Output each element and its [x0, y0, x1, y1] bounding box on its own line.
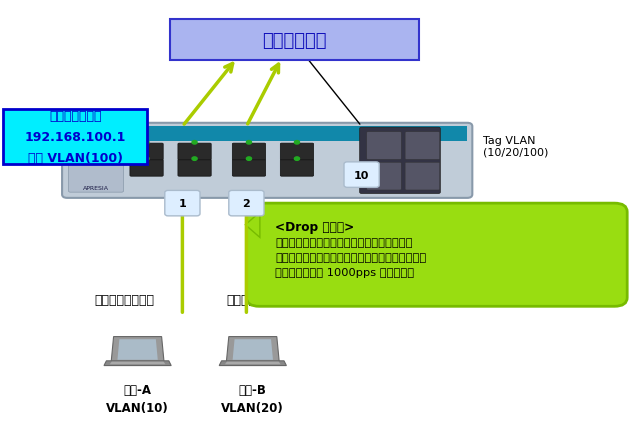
- Circle shape: [192, 158, 197, 161]
- Polygon shape: [233, 339, 273, 360]
- Text: 閾値を超えると超過分のパケットを破棄して
流量を制御。ここではブロードキャスト、マルチ
キャストともに 1000pps とします。: 閾値を超えると超過分のパケットを破棄して 流量を制御。ここではブロードキャスト、…: [275, 238, 426, 277]
- FancyBboxPatch shape: [405, 132, 440, 160]
- Text: 上位スイッチ: 上位スイッチ: [262, 32, 326, 49]
- Text: 2: 2: [243, 199, 250, 208]
- FancyBboxPatch shape: [405, 163, 440, 191]
- FancyBboxPatch shape: [130, 144, 163, 160]
- Text: Tag VLAN
(10/20/100): Tag VLAN (10/20/100): [483, 136, 548, 158]
- Text: 端末-A
VLAN(10): 端末-A VLAN(10): [106, 383, 169, 414]
- Text: APRESIA: APRESIA: [83, 186, 109, 191]
- FancyBboxPatch shape: [367, 132, 401, 160]
- FancyBboxPatch shape: [229, 191, 264, 216]
- FancyBboxPatch shape: [280, 144, 314, 160]
- Text: ブロードキャスト: ブロードキャスト: [95, 293, 155, 307]
- FancyBboxPatch shape: [232, 144, 266, 160]
- Circle shape: [192, 141, 197, 145]
- Circle shape: [246, 158, 252, 161]
- Text: 端末-B
VLAN(20): 端末-B VLAN(20): [221, 383, 284, 414]
- FancyBboxPatch shape: [280, 160, 314, 177]
- Circle shape: [144, 158, 149, 161]
- FancyBboxPatch shape: [3, 110, 147, 164]
- FancyBboxPatch shape: [367, 163, 401, 191]
- FancyBboxPatch shape: [62, 124, 472, 198]
- FancyBboxPatch shape: [67, 127, 467, 142]
- FancyBboxPatch shape: [170, 20, 419, 61]
- Polygon shape: [104, 361, 172, 366]
- Polygon shape: [227, 337, 279, 362]
- Polygon shape: [111, 337, 164, 362]
- FancyBboxPatch shape: [164, 191, 200, 216]
- FancyBboxPatch shape: [232, 160, 266, 177]
- FancyBboxPatch shape: [178, 160, 211, 177]
- Circle shape: [246, 141, 252, 145]
- FancyBboxPatch shape: [360, 128, 440, 194]
- Text: マルチキャスト: マルチキャスト: [227, 293, 279, 307]
- Text: <Drop モード>: <Drop モード>: [275, 220, 355, 233]
- FancyBboxPatch shape: [246, 204, 627, 307]
- FancyBboxPatch shape: [130, 160, 163, 177]
- FancyBboxPatch shape: [178, 144, 211, 160]
- Polygon shape: [225, 362, 280, 364]
- Circle shape: [144, 141, 149, 145]
- Polygon shape: [219, 361, 287, 366]
- Polygon shape: [246, 214, 259, 237]
- Polygon shape: [246, 214, 259, 237]
- Text: 1: 1: [179, 199, 186, 208]
- FancyBboxPatch shape: [68, 129, 124, 193]
- Text: 10: 10: [354, 170, 369, 180]
- FancyBboxPatch shape: [344, 162, 380, 188]
- Circle shape: [294, 141, 300, 145]
- Polygon shape: [118, 339, 157, 360]
- Circle shape: [294, 158, 300, 161]
- Polygon shape: [110, 362, 165, 364]
- Text: フロアスイッチ
192.168.100.1
管理 VLAN(100): フロアスイッチ 192.168.100.1 管理 VLAN(100): [24, 110, 126, 164]
